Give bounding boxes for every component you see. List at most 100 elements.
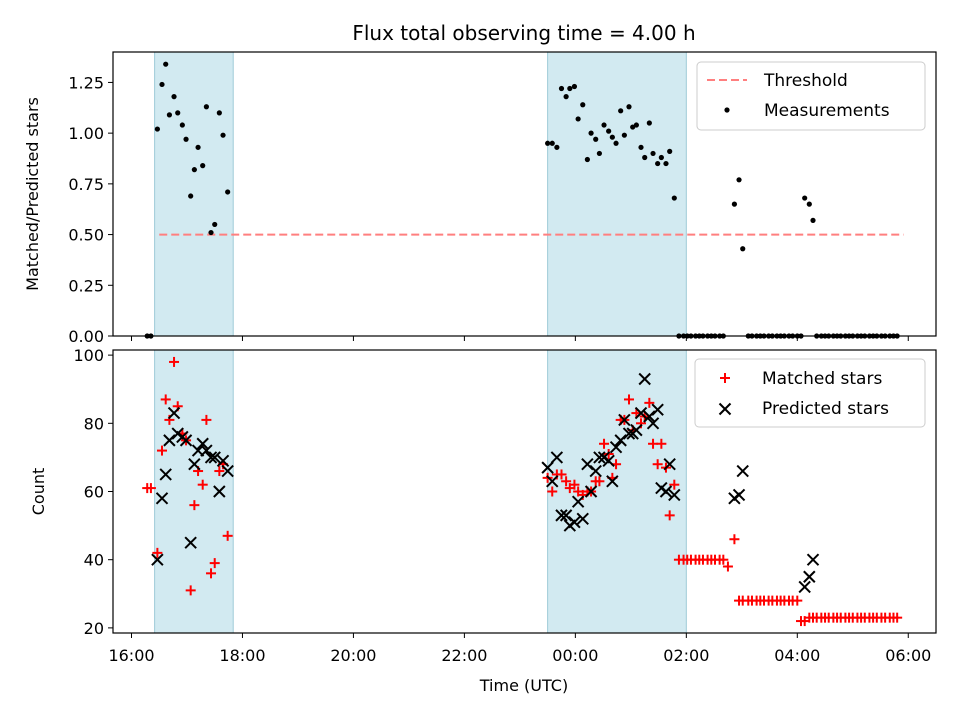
predicted-star-point-27-b xyxy=(581,458,594,471)
predicted-star-point-29-b xyxy=(589,464,602,478)
measurement-point-29 xyxy=(584,156,590,163)
measurement-point-43 xyxy=(642,154,648,161)
predicted-star-point-4-b xyxy=(167,406,181,420)
predicted-star-point-48 xyxy=(668,488,681,502)
matched-star-point-6 xyxy=(169,356,180,367)
predicted-star-point-26-b xyxy=(576,512,589,525)
x-tick-label-6: 04:00 xyxy=(774,646,820,665)
predicted-star-point-13 xyxy=(204,451,218,464)
predicted-star-point-9 xyxy=(188,458,201,471)
predicted-star-point-32-b xyxy=(602,454,615,468)
measurement-point-36 xyxy=(613,140,619,146)
predicted-star-point-46 xyxy=(659,485,673,498)
measurement-point-8 xyxy=(179,122,185,128)
top-y-tick-label-1: 0.25 xyxy=(68,276,104,295)
top-y-tick-label-4: 1.00 xyxy=(68,124,104,143)
predicted-star-point-22 xyxy=(559,509,573,522)
matched-star-point-26 xyxy=(569,479,580,490)
measurement-point-31 xyxy=(593,136,599,142)
predicted-star-point-28 xyxy=(584,485,598,498)
measurement-point-39 xyxy=(626,104,632,110)
measurement-point-22 xyxy=(554,144,560,150)
matched-star-point-14 xyxy=(201,414,212,425)
chart-title: Flux total observing time = 4.00 h xyxy=(352,21,695,45)
predicted-star-point-34 xyxy=(609,440,623,454)
measurement-point-44 xyxy=(646,120,652,126)
measurement-point-28 xyxy=(580,102,586,108)
legend-matched-swatch xyxy=(720,373,730,383)
predicted-star-point-0 xyxy=(151,553,164,566)
measurement-point-46 xyxy=(655,160,661,167)
predicted-star-point-15 xyxy=(213,485,226,498)
measurement-point-4 xyxy=(163,61,169,67)
bottom-y-tick-label-1: 40 xyxy=(84,551,104,570)
bottom-y-tick-label-0: 20 xyxy=(84,619,104,638)
predicted-star-point-54-b xyxy=(806,553,820,566)
predicted-star-point-25-b xyxy=(571,495,585,508)
measurement-point-80 xyxy=(802,195,808,201)
measurement-point-24 xyxy=(563,94,569,100)
predicted-star-point-47 xyxy=(663,458,676,471)
legend-measurements-swatch xyxy=(724,107,730,113)
measurement-point-13 xyxy=(200,163,206,169)
bottom-legend: Matched stars Predicted stars xyxy=(694,358,926,428)
top-y-tick-label-2: 0.50 xyxy=(68,226,104,245)
x-tick-label-1: 18:00 xyxy=(219,646,265,665)
bottom-y-tick-label-2: 60 xyxy=(84,483,104,502)
predicted-star-point-21-b xyxy=(555,509,568,522)
measurement-point-20 xyxy=(545,140,551,146)
matched-star-point-2 xyxy=(152,547,163,558)
predicted-star-point-35 xyxy=(614,434,627,447)
predicted-star-point-14 xyxy=(208,451,221,464)
top-y-tick-label-0: 0.00 xyxy=(68,327,104,346)
measurement-point-81 xyxy=(806,201,812,207)
predicted-star-point-47-b xyxy=(663,458,676,471)
predicted-star-point-17-b xyxy=(221,464,234,478)
matched-star-point-32 xyxy=(594,476,605,487)
predicted-star-point-13-b xyxy=(204,451,218,464)
matched-star-point-33 xyxy=(599,438,610,449)
predicted-star-point-7-b xyxy=(179,434,193,447)
matched-star-point-1 xyxy=(145,483,156,494)
measurement-point-18 xyxy=(220,132,226,138)
legend-predicted-label: Predicted stars xyxy=(762,399,889,419)
measurement-point-2 xyxy=(154,126,160,132)
matched-star-point-4 xyxy=(160,394,171,405)
predicted-star-point-50 xyxy=(732,488,746,502)
predicted-star-point-25 xyxy=(571,495,585,508)
matched-star-point-3 xyxy=(157,445,168,456)
matched-star-point-10 xyxy=(185,585,196,596)
predicted-star-point-26 xyxy=(576,512,589,525)
top-legend: Threshold Measurements xyxy=(696,61,926,131)
predicted-star-point-24 xyxy=(568,515,581,529)
top-y-axis-label: Matched/Predicted stars xyxy=(23,97,42,291)
measurement-point-12 xyxy=(195,144,201,150)
predicted-star-point-34-b xyxy=(609,440,623,454)
matched-star-point-49 xyxy=(664,510,675,521)
predicted-star-point-53-b xyxy=(803,570,816,583)
matched-star-point-23 xyxy=(556,469,567,480)
legend-predicted-swatch-b xyxy=(718,402,732,416)
measurement-point-9 xyxy=(183,136,189,142)
measurement-point-65 xyxy=(740,246,746,252)
measurement-point-11 xyxy=(191,167,197,173)
measurement-point-25 xyxy=(567,85,573,92)
predicted-star-point-8 xyxy=(184,536,197,549)
predicted-star-point-16-b xyxy=(216,454,230,468)
predicted-star-point-37 xyxy=(622,427,636,440)
predicted-star-point-52-b xyxy=(798,580,811,594)
predicted-star-point-40-b xyxy=(634,406,648,420)
predicted-star-point-32 xyxy=(602,454,615,468)
predicted-star-point-8-b xyxy=(184,536,197,549)
legend-measurements-label: Measurements xyxy=(764,101,890,121)
measurement-point-30 xyxy=(588,130,594,136)
predicted-star-point-14-b xyxy=(208,451,221,464)
predicted-star-point-18 xyxy=(541,461,554,474)
measurement-point-49 xyxy=(667,148,673,154)
matched-star-point-62 xyxy=(718,554,729,565)
predicted-star-point-36-b xyxy=(618,413,631,427)
predicted-star-point-20 xyxy=(550,451,564,464)
predicted-star-point-11-b xyxy=(196,437,209,450)
predicted-star-point-40 xyxy=(634,406,648,420)
